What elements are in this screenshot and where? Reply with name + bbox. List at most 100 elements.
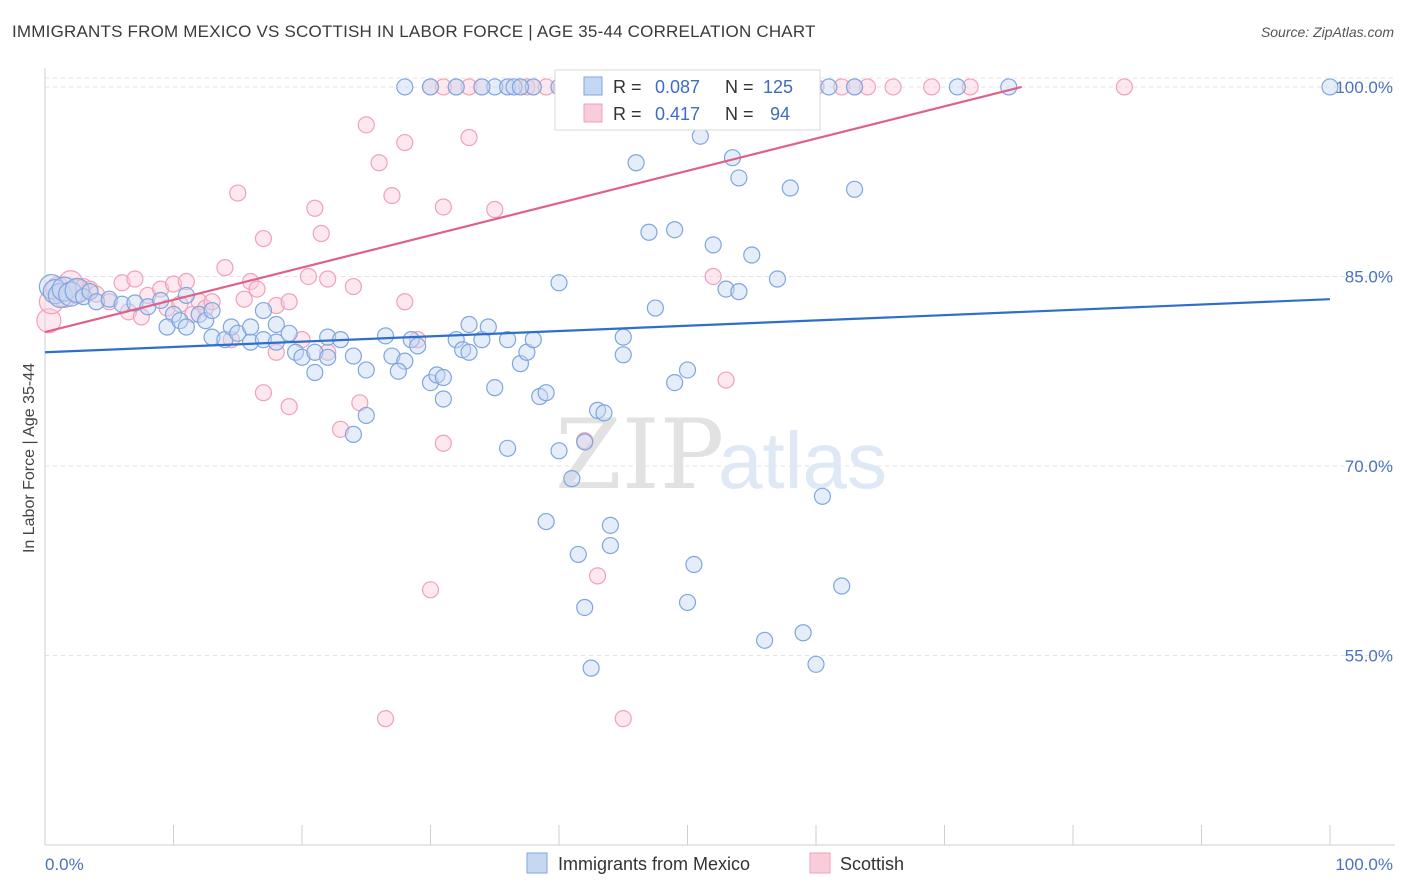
mexico-point-92 [717,280,735,298]
scottish-point-34 [280,293,298,311]
scottish-point-29 [248,280,266,298]
mexico-point-13 [152,291,170,310]
scottish-point-43 [344,277,362,296]
mexico-point-73 [569,545,587,564]
mexico-point-117 [486,78,504,96]
mexico-point-9 [100,290,118,308]
scottish-point-93 [884,78,902,96]
scottish-point-59 [518,78,536,96]
mexico-point-85 [666,221,684,239]
x-tick-label-1: 100.0% [1335,855,1393,874]
stats-n-value-blue: 125 [763,77,793,97]
chart-title: IMMIGRANTS FROM MEXICO VS SCOTTISH IN LA… [12,22,816,41]
mexico-point-49 [409,337,427,355]
scottish-point-73 [923,78,941,96]
mexico-point-103 [820,78,838,96]
mexico-point-7 [81,283,99,301]
stats-r-label-blue: R = [613,77,642,97]
mexico-point-105 [845,180,864,198]
mexico-point-82 [627,154,645,172]
scottish-point-17 [164,275,183,293]
mexico-point-96 [743,246,761,264]
scottish-point-53 [434,434,452,452]
mexico-point-94 [730,283,748,301]
scottish-point-63 [588,567,607,585]
mexico-point-124 [447,78,465,96]
mexico-point-43 [344,425,362,443]
mexico-point-90 [691,127,709,145]
scottish-point-10 [113,274,131,292]
mexico-point-98 [768,270,787,288]
scottish-point-32 [267,343,285,361]
mexico-point-34 [293,348,311,366]
scottish-point-31 [254,384,273,402]
scottish-point-30 [254,229,273,248]
legend-label-scottish: Scottish [840,854,904,874]
mexico-point-71 [563,470,581,488]
scottish-point-67 [717,371,735,389]
mexico-point-52 [434,368,452,387]
scottish-point-39 [312,224,330,243]
mexico-point-62 [499,439,517,457]
grid-lines [45,77,1395,656]
scottish-point-52 [421,581,440,599]
scottish-point-24 [216,259,234,277]
mexico-point-102 [813,487,832,505]
scottish-point-35 [280,397,298,416]
watermark-zip: ZIP [555,399,724,511]
scottish-point-1 [38,289,65,315]
watermark-atlas: atlas [718,416,887,505]
mexico-point-89 [685,555,703,574]
mexico-point-53 [434,390,452,408]
stats-n-value-pink: 94 [770,104,790,124]
mexico-point-100 [794,624,812,642]
stats-n-label-blue: N = [725,77,754,97]
mexico-point-18 [177,318,195,336]
stats-swatch-blue [583,76,603,96]
mexico-point-67 [537,384,555,402]
scottish-point-75 [1115,78,1134,96]
mexico-point-36 [306,363,324,382]
scottish-point-50 [396,293,414,311]
scottish-point-45 [357,116,375,134]
legend-label-mexico: Immigrants from Mexico [558,854,750,874]
scottish-point-56 [460,128,478,147]
tick-labels: 55.0% 70.0% 85.0% 100.0% 0.0% 100.0% [45,78,1393,874]
mexico-point-80 [614,328,632,346]
scottish-point-82 [537,78,555,96]
trendline-scottish [44,85,1022,334]
mexico-point-61 [499,331,517,349]
scottish-point-49 [396,133,414,152]
mexico-point-78 [601,536,620,555]
legend: Immigrants from Mexico Scottish [526,852,904,874]
mexico-point-118 [499,78,517,96]
y-axis-label: In Labor Force | Age 35-44 [21,363,38,553]
mexico-point-37 [319,348,337,366]
mexico-point-27 [242,318,260,336]
x-tick-label-0: 0.0% [45,855,84,874]
mexico-point-21 [203,301,221,320]
scottish-point-12 [126,270,144,288]
mexico-point-87 [678,593,697,612]
mexico-point-127 [511,78,530,96]
mexico-point-77 [582,659,600,677]
mexico-point-126 [505,78,523,96]
mexico-point-57 [460,343,478,361]
mexico-point-8 [87,293,106,311]
mexico-point-83 [640,223,658,241]
mexico-point-20 [197,312,215,330]
scottish-point-23 [203,293,221,311]
mexico-point-79 [601,516,620,534]
mexico-point-69 [550,274,568,292]
mexico-point-91 [704,236,722,254]
mexico-point-40 [344,347,362,365]
mexico-point-17 [171,312,189,330]
scottish-point-19 [177,272,195,291]
scottish-point-77 [434,78,452,96]
mexico-point-48 [402,331,420,349]
mexico-point-30 [267,315,285,334]
scottish-point-26 [229,184,247,202]
scottish-point-54 [434,198,452,216]
mexico-point-72 [576,433,594,451]
